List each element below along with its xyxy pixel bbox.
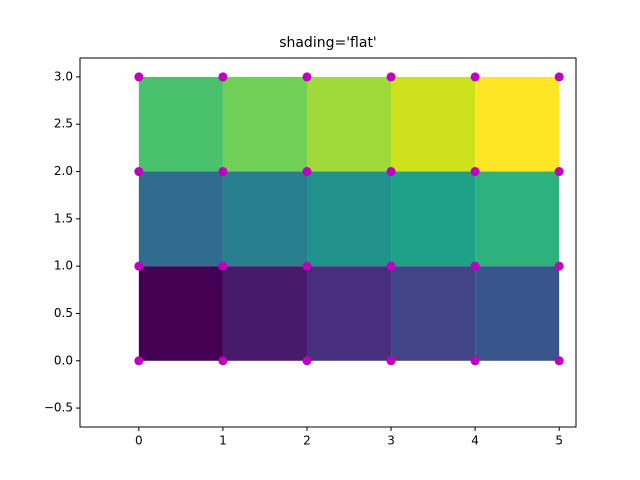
cell <box>306 171 392 267</box>
vertex-marker <box>554 261 564 271</box>
vertex-marker <box>386 167 396 177</box>
cell <box>475 171 560 267</box>
cell <box>138 171 223 267</box>
vertex-marker <box>134 261 144 271</box>
vertex-marker <box>302 261 312 271</box>
cell <box>138 76 223 172</box>
vertex-marker <box>470 167 480 177</box>
vertex-marker <box>386 356 396 366</box>
cell <box>475 266 560 361</box>
vertex-marker <box>302 72 312 82</box>
cell <box>306 76 392 172</box>
vertex-marker <box>134 72 144 82</box>
cell <box>391 266 476 361</box>
cell <box>138 266 223 361</box>
y-tick-label: 2.0 <box>54 164 73 178</box>
vertex-marker <box>302 167 312 177</box>
vertex-marker <box>470 261 480 271</box>
cell <box>391 171 476 267</box>
x-tick-label: 3 <box>387 434 395 448</box>
y-tick-label: 3.0 <box>54 69 73 83</box>
vertex-marker <box>134 167 144 177</box>
axes-frame <box>79 57 577 428</box>
y-tick-label: 0.0 <box>54 353 73 367</box>
vertex-marker <box>302 356 312 366</box>
cell <box>391 76 476 172</box>
y-tick-label: −0.5 <box>44 401 73 415</box>
vertex-marker <box>218 167 228 177</box>
x-tick-label: 5 <box>555 434 563 448</box>
x-tick-label: 1 <box>219 434 227 448</box>
vertex-marker <box>218 72 228 82</box>
cell <box>222 266 307 361</box>
x-tick-label: 4 <box>471 434 479 448</box>
vertex-marker <box>554 72 564 82</box>
cell <box>475 76 560 172</box>
y-tick-label: 1.0 <box>54 259 73 273</box>
vertex-marker <box>218 356 228 366</box>
y-tick-label: 2.5 <box>54 117 73 131</box>
cell <box>222 76 307 172</box>
x-tick-label: 0 <box>135 434 143 448</box>
vertex-marker <box>554 167 564 177</box>
y-tick-label: 1.5 <box>54 211 73 225</box>
vertex-marker <box>470 356 480 366</box>
vertex-marker <box>134 356 144 366</box>
vertex-marker <box>554 356 564 366</box>
vertex-marker <box>386 261 396 271</box>
cell <box>306 266 392 361</box>
vertex-marker <box>386 72 396 82</box>
x-tick-label: 2 <box>303 434 311 448</box>
cell <box>222 171 307 267</box>
chart-title: shading='flat' <box>279 35 377 51</box>
vertex-marker <box>470 72 480 82</box>
y-tick-label: 0.5 <box>54 306 73 320</box>
vertex-marker <box>218 261 228 271</box>
